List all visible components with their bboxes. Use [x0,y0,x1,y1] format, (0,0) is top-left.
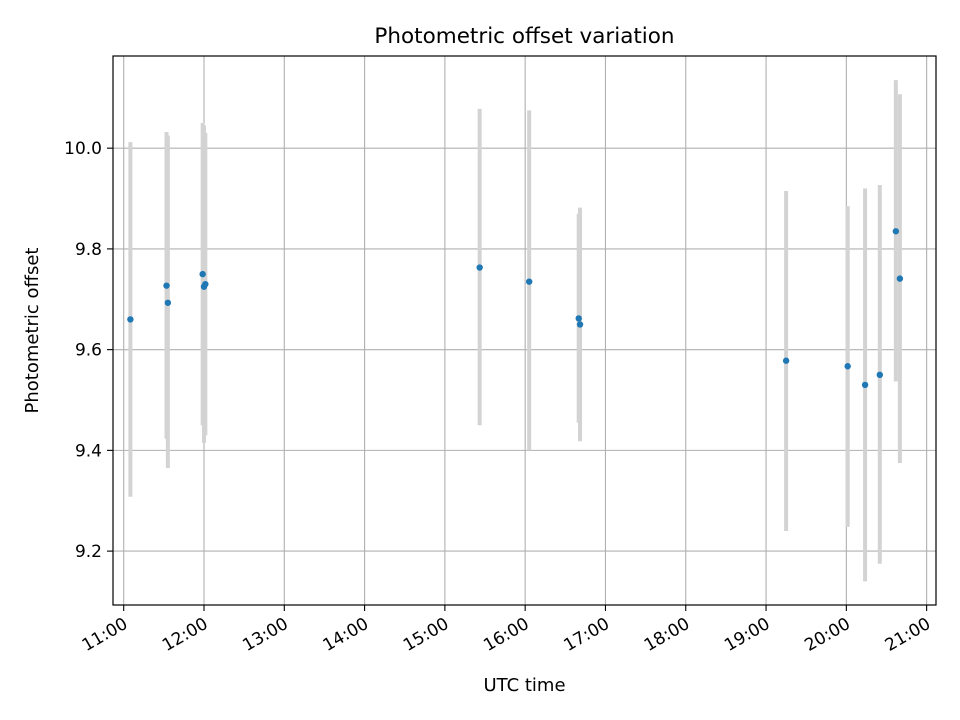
data-point [202,280,209,288]
y-tick-label: 9.8 [75,240,102,260]
data-point [127,316,134,323]
chart-title: Photometric offset variation [374,24,674,49]
data-point [892,228,900,235]
x-axis-label: UTC time [483,675,565,696]
data-point [164,299,172,306]
y-tick-label: 9.2 [75,542,102,562]
y-tick-label: 9.4 [75,441,102,461]
data-point [576,321,584,328]
data-point [844,363,851,370]
y-axis-label: Photometric offset [22,248,43,414]
plot-frame [112,55,937,606]
y-tick-label: 10.0 [64,139,102,159]
y-axis-ticks: 9.2 9.4 9.6 9.8 10.0 [64,139,113,562]
data-point [525,278,533,285]
data-point [575,315,582,322]
data-point [199,270,206,278]
data-point [163,282,170,289]
data-point [876,371,883,379]
data-point [861,381,869,389]
data-points [127,228,904,389]
data-point [896,275,904,282]
data-point [476,264,483,271]
y-tick-label: 9.6 [75,341,102,361]
data-point [782,357,790,364]
